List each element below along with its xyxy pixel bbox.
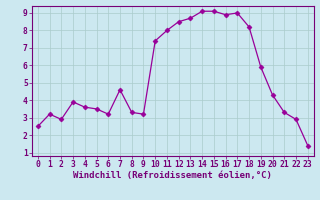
X-axis label: Windchill (Refroidissement éolien,°C): Windchill (Refroidissement éolien,°C) — [73, 171, 272, 180]
